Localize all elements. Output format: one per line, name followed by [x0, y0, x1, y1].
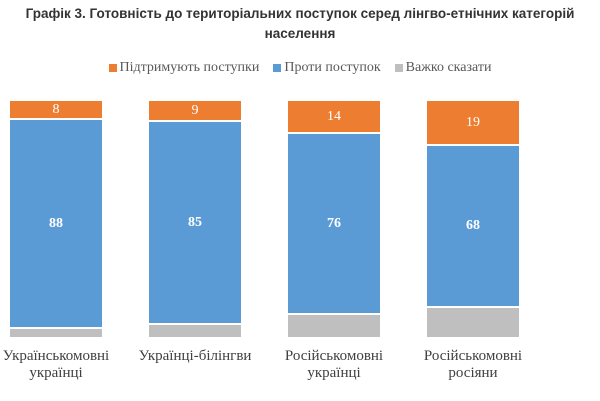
chart-title: Графік 3. Готовність до територіальних п… [25, 6, 575, 41]
data-label: 85 [188, 214, 202, 230]
bar-segment: 76 [288, 132, 380, 314]
bar-segment [10, 327, 102, 337]
x-tick-label: Українці-білінгви [138, 348, 252, 364]
data-label: 76 [327, 215, 341, 231]
data-label: 14 [327, 108, 341, 124]
data-label: 8 [52, 101, 60, 117]
x-tick-label: Російськомовні українці [284, 348, 384, 381]
legend-label: Проти поступок [284, 60, 381, 75]
legend-item: Підтримують поступки [108, 60, 260, 76]
x-tick-label: Російськомовні росіяни [423, 348, 523, 381]
bar-segment: 8 [10, 99, 102, 119]
legend-swatch [108, 64, 117, 72]
legend: Підтримують поступки Проти поступок Важко … [0, 60, 600, 76]
legend-item: Проти поступок [273, 60, 381, 76]
data-label: 19 [466, 114, 480, 130]
bar-segment [288, 313, 380, 337]
data-label: 68 [466, 218, 480, 234]
bar-segment: 85 [149, 120, 241, 323]
legend-swatch [273, 64, 282, 72]
bar-segment: 9 [149, 99, 241, 121]
legend-swatch [394, 64, 403, 72]
bar-segment [149, 322, 241, 337]
legend-item: Важко сказати [394, 60, 492, 76]
bar-segment: 14 [288, 99, 380, 133]
x-tick-label: Українськомовні українці [2, 348, 110, 381]
bar-segment [427, 306, 519, 337]
bar-segment: 88 [10, 118, 102, 328]
data-label: 9 [191, 102, 199, 118]
legend-label: Підтримують поступки [119, 60, 260, 75]
data-label: 88 [49, 215, 63, 231]
bar-segment: 19 [427, 99, 519, 145]
bar-segment: 68 [427, 144, 519, 307]
legend-label: Важко сказати [405, 60, 492, 75]
